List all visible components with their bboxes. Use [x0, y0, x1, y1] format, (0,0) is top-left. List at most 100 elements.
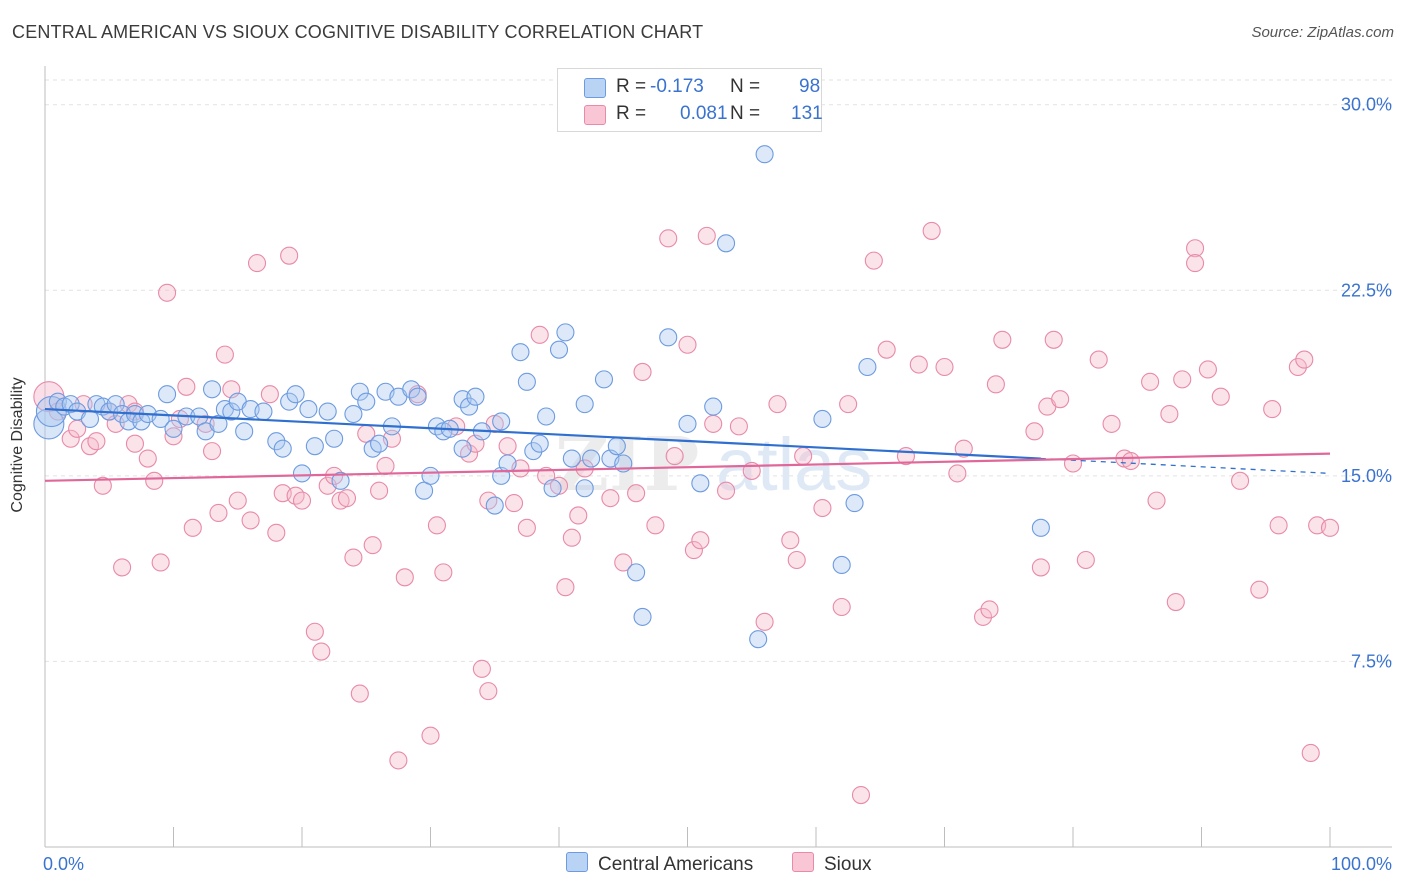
sioux-point — [1102, 414, 1121, 433]
bottom-legend-swatch-blue — [566, 852, 588, 872]
sioux-point — [1301, 743, 1320, 763]
bottom-legend-label-central-americans: Central Americans — [598, 854, 754, 875]
sioux-point — [209, 503, 228, 523]
central-americans-point — [421, 466, 440, 485]
central-americans-point — [524, 442, 543, 461]
sioux-point — [1160, 404, 1179, 424]
central-americans-point — [408, 387, 427, 406]
sioux-point — [312, 642, 331, 661]
sioux-point — [151, 553, 170, 572]
central-americans-point — [344, 404, 363, 424]
sioux-point — [684, 541, 703, 560]
sioux-point — [228, 491, 247, 510]
y-tick-label: 7.5% — [1351, 651, 1392, 671]
sioux-point — [768, 395, 787, 414]
central-americans-point — [254, 402, 273, 421]
sioux-point — [427, 516, 446, 535]
sioux-point — [376, 456, 395, 476]
sioux-point — [973, 607, 993, 626]
sioux-point — [1147, 491, 1166, 510]
axes — [44, 66, 1392, 848]
sioux-point — [948, 464, 967, 483]
y-axis-label-wrap: Cognitive Disability — [9, 377, 27, 522]
sioux-point — [1031, 558, 1050, 577]
legend-swatch-blue — [584, 78, 606, 98]
sioux-point — [691, 531, 710, 550]
trend-line-sioux — [44, 452, 1331, 482]
sioux-point — [421, 726, 440, 745]
sioux-point — [601, 489, 620, 508]
central-americans-point — [235, 422, 254, 441]
legend-n-label: N = — [730, 103, 761, 124]
sioux-point — [1211, 387, 1230, 406]
sioux-point — [627, 484, 646, 503]
legend-n-value: 98 — [799, 76, 821, 97]
legend-r-value: 0.081 — [680, 103, 728, 124]
sioux-point — [1173, 370, 1192, 389]
sioux-point — [556, 578, 575, 597]
central-americans-point — [331, 471, 350, 490]
central-americans-point — [845, 494, 864, 513]
central-americans-point — [280, 392, 299, 411]
central-americans-point — [678, 414, 697, 433]
central-americans-point — [203, 380, 222, 399]
central-americans-point — [158, 385, 177, 404]
central-americans-point — [485, 496, 504, 515]
sioux-point — [1231, 471, 1250, 490]
sioux-point — [1025, 422, 1044, 441]
sioux-point — [125, 434, 144, 453]
sioux-point — [370, 481, 389, 500]
central-americans-point — [594, 370, 614, 389]
sioux-point — [832, 597, 851, 617]
sioux-point — [305, 622, 324, 641]
sioux-point — [1269, 516, 1288, 535]
central-americans-point — [273, 439, 292, 458]
central-americans-point — [575, 479, 594, 498]
central-americans-point — [498, 454, 517, 473]
sioux-point — [1198, 360, 1217, 379]
sioux-point — [1051, 390, 1070, 409]
legend: R = -0.173 N = 98 R = 0.081 N = 131 — [557, 68, 823, 132]
sioux-point — [704, 414, 723, 433]
sioux-point — [215, 345, 234, 364]
central-americans-point — [530, 434, 549, 453]
legend-r-label: R = — [616, 103, 647, 124]
central-americans-point — [582, 449, 601, 468]
sioux-point — [350, 684, 369, 703]
legend-n-value: 131 — [791, 103, 823, 124]
central-americans-point — [357, 392, 376, 411]
central-americans-point — [716, 234, 736, 253]
sioux-point — [562, 528, 581, 547]
tick-labels: 7.5% 15.0% 22.5% 30.0% 0.0% 100.0% — [43, 95, 1392, 874]
sioux-point — [363, 536, 382, 555]
legend-r-value: -0.173 — [650, 76, 704, 97]
central-americans-point — [1031, 518, 1050, 537]
central-americans-point — [222, 402, 241, 421]
bottom-legend-central-americans: Central Americans — [566, 852, 753, 876]
sioux-point — [1089, 350, 1108, 369]
sioux-point — [1186, 239, 1205, 258]
central-americans-point — [537, 407, 556, 426]
sioux-point — [344, 548, 363, 567]
sioux-point — [986, 375, 1005, 394]
central-americans-point — [633, 607, 652, 626]
sioux-point — [138, 449, 157, 468]
central-americans-point — [556, 323, 575, 342]
sioux-point — [1295, 350, 1314, 369]
sioux-point — [145, 471, 164, 490]
central-americans-point — [325, 429, 344, 448]
sioux-point — [517, 518, 536, 537]
bottom-legend-sioux: Sioux — [792, 852, 872, 876]
central-americans-point — [575, 395, 594, 414]
sioux-point — [813, 498, 832, 518]
sioux-point — [61, 429, 80, 448]
sioux-point — [659, 229, 678, 248]
sioux-point — [614, 553, 633, 572]
y-tick-label: 30.0% — [1341, 95, 1392, 115]
legend-swatch-pink — [584, 105, 606, 125]
central-americans-point — [562, 449, 581, 468]
sioux-point — [530, 325, 549, 344]
x-tick-label-start: 0.0% — [43, 854, 84, 874]
central-americans-point — [549, 340, 569, 359]
